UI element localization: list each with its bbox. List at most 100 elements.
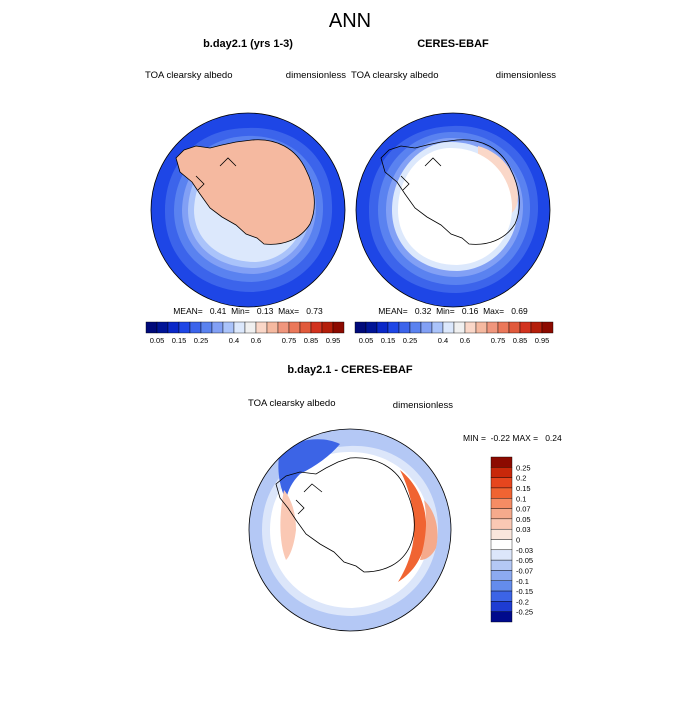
colorbar-diff-swatch — [490, 559, 513, 571]
colorbar-diff-swatch — [490, 528, 513, 540]
colorbar-model-tick-label: 0.95 — [326, 336, 341, 345]
colorbar-obs-tick-label: 0.6 — [460, 336, 470, 345]
colorbar-diff-tick-label: 0.07 — [516, 505, 531, 514]
colorbar-obs-tick-label: 0.85 — [513, 336, 528, 345]
colorbar-obs-swatch — [442, 321, 455, 334]
map-obs-border — [355, 112, 551, 308]
colorbar-diff: 0.250.20.150.10.070.050.030-0.03-0.05-0.… — [490, 456, 533, 623]
panel-obs-variable: TOA clearsky albedo — [351, 70, 438, 81]
colorbar-obs-swatch — [497, 321, 510, 334]
colorbar-diff-swatch — [490, 518, 513, 530]
colorbar-diff-swatch — [490, 580, 513, 592]
colorbar-obs-swatch — [420, 321, 433, 334]
colorbar-model-swatch — [277, 321, 290, 334]
colorbar-model-swatch — [310, 321, 323, 334]
panel-diff-variable: TOA clearsky albedo — [248, 398, 335, 409]
colorbar-obs-swatch — [530, 321, 543, 334]
panel-obs-units: dimensionless — [496, 70, 556, 81]
colorbar-diff-tick-label: 0 — [516, 536, 520, 545]
colorbar-diff-swatch — [490, 508, 513, 520]
colorbar-model-swatch — [266, 321, 279, 334]
colorbar-obs-swatch — [541, 321, 554, 334]
colorbar-diff-tick-label: 0.03 — [516, 525, 531, 534]
colorbar-model-swatch — [200, 321, 213, 334]
map-diff-zone-east-positive — [398, 470, 427, 582]
colorbar-obs-swatch — [464, 321, 477, 334]
panel-obs-title: CERES-EBAF — [417, 38, 489, 50]
colorbar-diff-swatch — [490, 539, 513, 551]
colorbar-diff-swatch — [490, 456, 513, 468]
colorbar-model-tick-label: 0.25 — [194, 336, 209, 345]
map-obs-coastline — [380, 139, 520, 245]
colorbar-model-swatch — [222, 321, 235, 334]
map-diff-zone-east-halo — [420, 500, 438, 560]
panel-diff-units: dimensionless — [393, 400, 453, 411]
colorbar-obs-tick-label: 0.75 — [491, 336, 506, 345]
map-diff-zone-inner — [270, 451, 430, 608]
colorbar-model-tick-label: 0.05 — [150, 336, 165, 345]
map-model-zone-continent — [176, 139, 315, 245]
colorbar-diff-swatch — [490, 590, 513, 602]
colorbar-diff-swatch — [490, 611, 513, 623]
colorbar-model-swatch — [321, 321, 334, 334]
map-diff-coastline — [275, 457, 415, 573]
colorbar-diff-tick-label: -0.05 — [516, 556, 533, 565]
colorbar-obs-swatch — [387, 321, 400, 334]
colorbar-obs-tick-label: 0.4 — [438, 336, 448, 345]
colorbar-diff-tick-label: 0.25 — [516, 463, 531, 472]
panel-model-stats: MEAN= 0.41 Min= 0.13 Max= 0.73 — [173, 306, 323, 316]
colorbar-obs-swatch — [519, 321, 532, 334]
colorbar-obs-swatch — [365, 321, 378, 334]
colorbar-model-swatch — [244, 321, 257, 334]
panel-diff-stats: MIN = -0.22 MAX = 0.24 — [463, 433, 562, 443]
figure-title: ANN — [329, 10, 371, 32]
colorbar-diff-tick-label: 0.15 — [516, 484, 531, 493]
colorbar-model-swatch — [332, 321, 345, 334]
colorbar-model-swatch — [189, 321, 202, 334]
colorbar-obs-swatch — [398, 321, 411, 334]
colorbar-model-tick-label: 0.75 — [282, 336, 297, 345]
colorbar-model-tick-label: 0.4 — [229, 336, 239, 345]
colorbar-obs: 0.05 0.15 0.25 0.4 0.6 0.75 0.85 0.95 — [354, 321, 554, 345]
colorbar-obs-swatch — [508, 321, 521, 334]
colorbar-obs-swatch — [354, 321, 367, 334]
colorbar-obs-swatch — [431, 321, 444, 334]
panel-model: b.day2.1 (yrs 1-3) TOA clearsky albedo d… — [145, 38, 346, 345]
colorbar-diff-swatch — [490, 487, 513, 499]
colorbar-obs-tick-label: 0.25 — [403, 336, 418, 345]
panel-diff: b.day2.1 - CERES-EBAF TOA clearsky albed… — [248, 364, 562, 632]
colorbar-model-swatch — [145, 321, 158, 334]
colorbar-diff-tick-label: -0.1 — [516, 577, 529, 586]
colorbar-diff-tick-label: -0.15 — [516, 587, 533, 596]
map-diff-zone-west-positive — [280, 490, 296, 560]
panel-model-title: b.day2.1 (yrs 1-3) — [203, 38, 293, 50]
colorbar-obs-tick-label: 0.15 — [381, 336, 396, 345]
colorbar-obs-swatch — [453, 321, 466, 334]
colorbar-diff-tick-label: 0.1 — [516, 494, 526, 503]
map-model-coastline — [175, 139, 315, 245]
panel-model-units: dimensionless — [286, 70, 346, 81]
colorbar-diff-tick-label: -0.07 — [516, 566, 533, 575]
colorbar-model-swatch — [211, 321, 224, 334]
map-model-border — [150, 112, 346, 308]
colorbar-obs-swatch — [409, 321, 422, 334]
colorbar-model-swatch — [178, 321, 191, 334]
colorbar-diff-swatch — [490, 498, 513, 509]
colorbar-diff-swatch — [490, 601, 513, 612]
colorbar-model-swatch — [288, 321, 301, 334]
colorbar-diff-tick-label: -0.03 — [516, 546, 533, 555]
colorbar-diff-swatch — [490, 570, 513, 581]
colorbar-model-swatch — [255, 321, 268, 334]
colorbar-obs-swatch — [376, 321, 389, 334]
colorbar-obs-swatch — [486, 321, 499, 334]
colorbar-diff-tick-label: -0.2 — [516, 597, 529, 606]
colorbar-model-tick-label: 0.85 — [304, 336, 319, 345]
colorbar-model: 0.05 0.15 0.25 0.4 0.6 0.75 0.85 0.95 — [145, 321, 345, 345]
colorbar-obs-tick-label: 0.95 — [535, 336, 550, 345]
colorbar-model-tick-label: 0.15 — [172, 336, 187, 345]
panel-obs: CERES-EBAF TOA clearsky albedo dimension… — [351, 38, 556, 345]
colorbar-model-swatch — [233, 321, 246, 334]
colorbar-diff-tick-label: 0.05 — [516, 515, 531, 524]
colorbar-diff-tick-label: -0.25 — [516, 608, 533, 617]
